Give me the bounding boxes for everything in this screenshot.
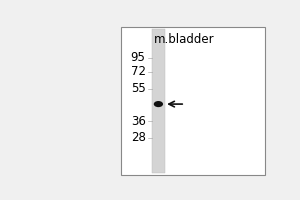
Bar — [121, 27, 266, 175]
Text: 95: 95 — [131, 51, 146, 64]
Text: 55: 55 — [131, 82, 146, 95]
Text: 72: 72 — [130, 65, 146, 78]
Bar — [152, 29, 165, 173]
Ellipse shape — [154, 101, 163, 107]
Text: m.bladder: m.bladder — [154, 33, 214, 46]
Text: 36: 36 — [131, 115, 146, 128]
Text: 28: 28 — [131, 131, 146, 144]
